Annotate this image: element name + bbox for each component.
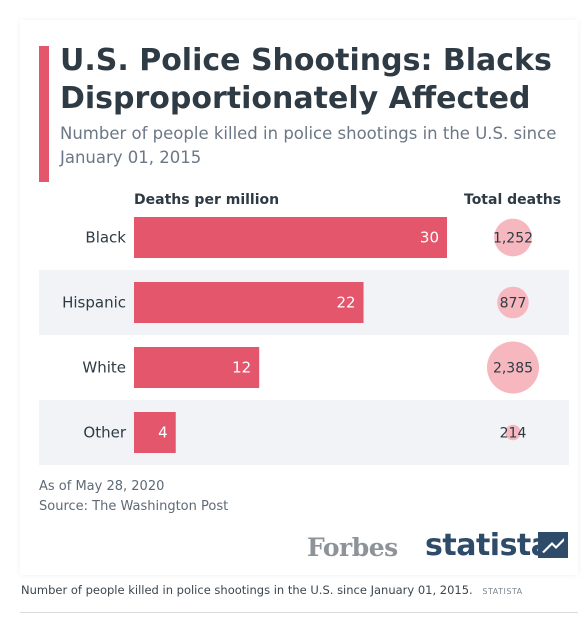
category-label: White [82,359,126,377]
chart-card: U.S. Police Shootings: Blacks Disproport… [20,20,578,575]
rate-value-label: 4 [158,424,168,442]
total-bubble [497,286,529,319]
forbes-logo: Forbes [307,533,398,562]
column-header-total-deaths: Total deaths [464,192,562,208]
image-caption: Number of people killed in police shooti… [21,583,523,597]
total-value-label: 877 [500,296,527,312]
chart-plot: Black 30 1,252 Hispanic 22 877 White 12 2,385 Oth… [39,217,569,465]
row-band [39,400,569,465]
category-label: Black [85,229,126,247]
category-label: Other [83,424,126,442]
rate-bar [134,347,260,388]
rate-bar [134,282,364,323]
chart-subtitle: Number of people killed in police shooti… [60,124,557,167]
date-note: As of May 28, 2020 [39,479,165,494]
caption-credit: STATISTA [482,587,523,596]
rate-value-label: 12 [232,359,251,377]
statista-mark-icon [538,532,568,558]
total-value-label: 1,252 [493,231,533,247]
category-label: Hispanic [62,294,126,312]
total-value-label: 2,385 [493,361,533,377]
statista-logo: statista [425,528,551,563]
column-header-deaths-per-million: Deaths per million [134,192,280,208]
source-note: Source: The Washington Post [39,499,229,514]
rate-bar [134,412,176,453]
total-bubble [494,218,532,257]
rate-value-label: 22 [336,294,355,312]
total-bubble [487,341,539,394]
total-bubble [505,424,521,441]
rate-bar [134,217,447,258]
chart-title: U.S. Police Shootings: Blacks Disproport… [60,43,552,116]
caption-text: Number of people killed in police shooti… [21,583,473,597]
bottom-divider [20,612,578,613]
rate-value-label: 30 [420,229,439,247]
title-accent-bar [39,46,49,182]
total-value-label: 214 [500,426,527,442]
